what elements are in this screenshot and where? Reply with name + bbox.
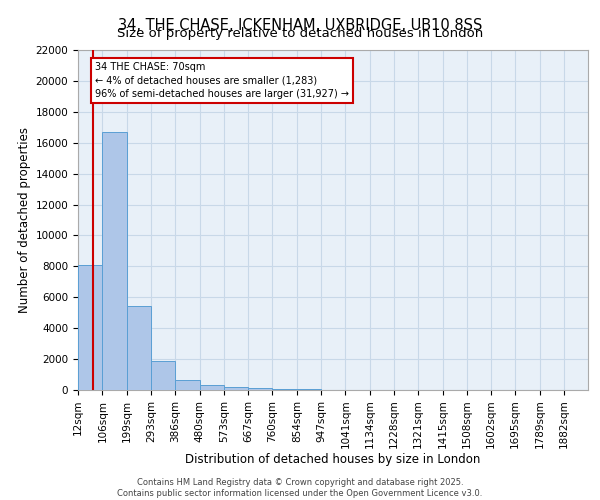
Text: Size of property relative to detached houses in London: Size of property relative to detached ho… (117, 28, 483, 40)
Text: 34 THE CHASE: 70sqm
← 4% of detached houses are smaller (1,283)
96% of semi-deta: 34 THE CHASE: 70sqm ← 4% of detached hou… (95, 62, 349, 99)
X-axis label: Distribution of detached houses by size in London: Distribution of detached houses by size … (185, 452, 481, 466)
Bar (127, 306, 151, 390)
Bar (175, 380, 200, 390)
Bar (103, 132, 127, 390)
Bar (272, 389, 297, 390)
Y-axis label: Number of detached properties: Number of detached properties (19, 127, 31, 313)
Bar (200, 384, 224, 390)
Bar (78, 265, 103, 390)
Bar (248, 388, 272, 390)
Text: Contains HM Land Registry data © Crown copyright and database right 2025.
Contai: Contains HM Land Registry data © Crown c… (118, 478, 482, 498)
Text: 34, THE CHASE, ICKENHAM, UXBRIDGE, UB10 8SS: 34, THE CHASE, ICKENHAM, UXBRIDGE, UB10 … (118, 18, 482, 32)
Bar (151, 362, 175, 390)
Bar (224, 386, 248, 390)
